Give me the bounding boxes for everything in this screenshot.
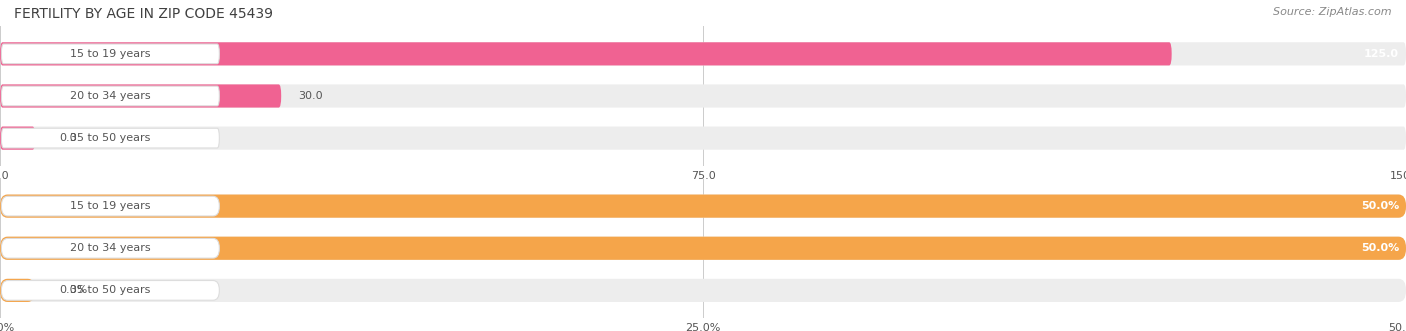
Text: Source: ZipAtlas.com: Source: ZipAtlas.com bbox=[1274, 7, 1392, 17]
FancyBboxPatch shape bbox=[1, 128, 219, 148]
Text: 125.0: 125.0 bbox=[1364, 49, 1399, 59]
FancyBboxPatch shape bbox=[1, 196, 219, 216]
Text: 30.0: 30.0 bbox=[298, 91, 323, 101]
FancyBboxPatch shape bbox=[0, 279, 35, 302]
FancyBboxPatch shape bbox=[0, 126, 35, 150]
FancyBboxPatch shape bbox=[0, 195, 1406, 218]
Text: 50.0%: 50.0% bbox=[1361, 243, 1399, 253]
FancyBboxPatch shape bbox=[0, 42, 1171, 66]
Text: 20 to 34 years: 20 to 34 years bbox=[70, 91, 150, 101]
Text: 15 to 19 years: 15 to 19 years bbox=[70, 49, 150, 59]
FancyBboxPatch shape bbox=[0, 42, 1406, 66]
FancyBboxPatch shape bbox=[0, 84, 1406, 108]
FancyBboxPatch shape bbox=[0, 195, 1406, 218]
Text: 50.0%: 50.0% bbox=[1361, 201, 1399, 211]
Text: 0.0%: 0.0% bbox=[59, 285, 87, 295]
Text: 0.0: 0.0 bbox=[59, 133, 77, 143]
FancyBboxPatch shape bbox=[0, 237, 1406, 260]
Text: FERTILITY BY AGE IN ZIP CODE 45439: FERTILITY BY AGE IN ZIP CODE 45439 bbox=[14, 7, 273, 21]
FancyBboxPatch shape bbox=[0, 237, 1406, 260]
Text: 35 to 50 years: 35 to 50 years bbox=[70, 133, 150, 143]
Text: 15 to 19 years: 15 to 19 years bbox=[70, 201, 150, 211]
Text: 35 to 50 years: 35 to 50 years bbox=[70, 285, 150, 295]
FancyBboxPatch shape bbox=[0, 84, 281, 108]
FancyBboxPatch shape bbox=[0, 279, 1406, 302]
Text: 20 to 34 years: 20 to 34 years bbox=[70, 243, 150, 253]
FancyBboxPatch shape bbox=[1, 238, 219, 258]
FancyBboxPatch shape bbox=[1, 44, 219, 64]
FancyBboxPatch shape bbox=[1, 86, 219, 106]
FancyBboxPatch shape bbox=[0, 126, 1406, 150]
FancyBboxPatch shape bbox=[1, 281, 219, 300]
